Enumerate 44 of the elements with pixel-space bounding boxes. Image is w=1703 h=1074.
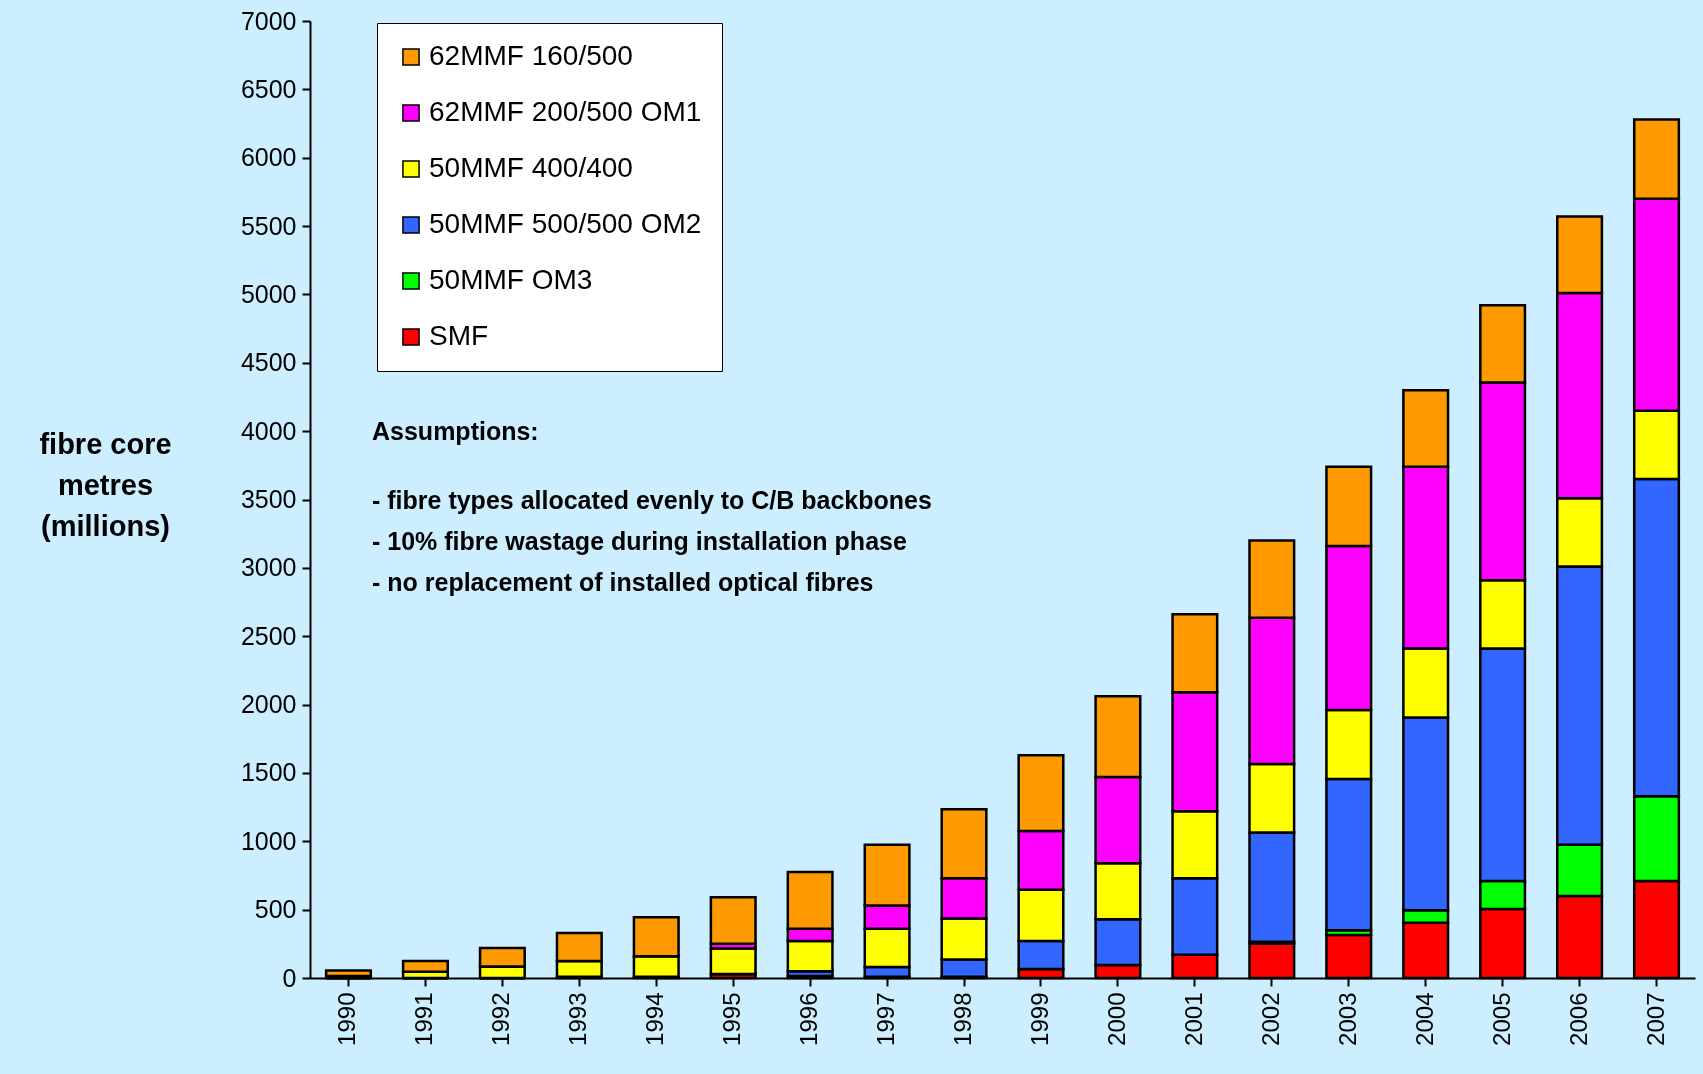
y-axis-title: fibre core metres (millions) bbox=[39, 428, 172, 542]
x-tick-label: 1994 bbox=[641, 992, 669, 1046]
x-tick-label: 1995 bbox=[718, 992, 746, 1046]
x-tick-label: 1997 bbox=[872, 992, 900, 1046]
x-tick-label: 2001 bbox=[1179, 992, 1207, 1046]
legend-label: 62MMF 160/500 bbox=[429, 40, 633, 71]
y-tick-label: 6000 bbox=[240, 143, 297, 172]
y-tick-label: 4500 bbox=[240, 348, 297, 377]
y-tick-label: 1500 bbox=[240, 758, 297, 787]
annotation: - 10% fibre wastage during installation phase bbox=[372, 527, 907, 555]
y-tick-label: 1000 bbox=[240, 826, 297, 855]
x-tick-label: 2007 bbox=[1641, 992, 1669, 1046]
y-tick-label: 500 bbox=[254, 895, 297, 924]
x-tick-label: 1998 bbox=[949, 992, 977, 1046]
y-tick-label: 7000 bbox=[240, 6, 297, 35]
legend-label: SMF bbox=[429, 320, 489, 351]
x-tick-label: 2003 bbox=[1333, 992, 1361, 1046]
y-tick-label: 0 bbox=[282, 963, 297, 992]
legend-label: 50MMF OM3 bbox=[429, 264, 593, 295]
x-tick-label: 1996 bbox=[795, 992, 823, 1046]
y-tick-label: 6500 bbox=[240, 74, 297, 103]
x-tick-label: 2002 bbox=[1256, 992, 1284, 1046]
y-tick-label: 2000 bbox=[240, 690, 297, 719]
legend-label: 50MMF 500/500 OM2 bbox=[429, 208, 702, 239]
y-tick-label: 2500 bbox=[240, 621, 297, 650]
y-tick-label: 3500 bbox=[240, 485, 297, 513]
x-tick-label: 2006 bbox=[1564, 992, 1592, 1046]
annotation: - fibre types allocated evenly to C/B backbones bbox=[372, 486, 932, 514]
x-tick-label: 1990 bbox=[333, 992, 361, 1046]
y-tick-label: 3000 bbox=[240, 553, 297, 582]
y-tick-label: 5000 bbox=[240, 279, 297, 308]
legend-label: 50MMF 400/400 bbox=[429, 152, 633, 183]
x-tick-label: 1993 bbox=[564, 992, 592, 1046]
x-tick-label: 1992 bbox=[487, 992, 515, 1046]
x-tick-label: 1991 bbox=[410, 992, 438, 1046]
x-tick-label: 2004 bbox=[1410, 992, 1438, 1046]
x-tick-label: 2005 bbox=[1487, 992, 1515, 1046]
y-tick-label: 5500 bbox=[240, 211, 297, 240]
annotation: - no replacement of installed optical fibres bbox=[372, 568, 874, 596]
x-tick-label: 2000 bbox=[1102, 992, 1130, 1046]
annotation: Assumptions: bbox=[372, 417, 539, 445]
legend-label: 62MMF 200/500 OM1 bbox=[429, 96, 702, 127]
x-tick-label: 1999 bbox=[1025, 992, 1053, 1046]
y-tick-label: 4000 bbox=[240, 416, 297, 445]
